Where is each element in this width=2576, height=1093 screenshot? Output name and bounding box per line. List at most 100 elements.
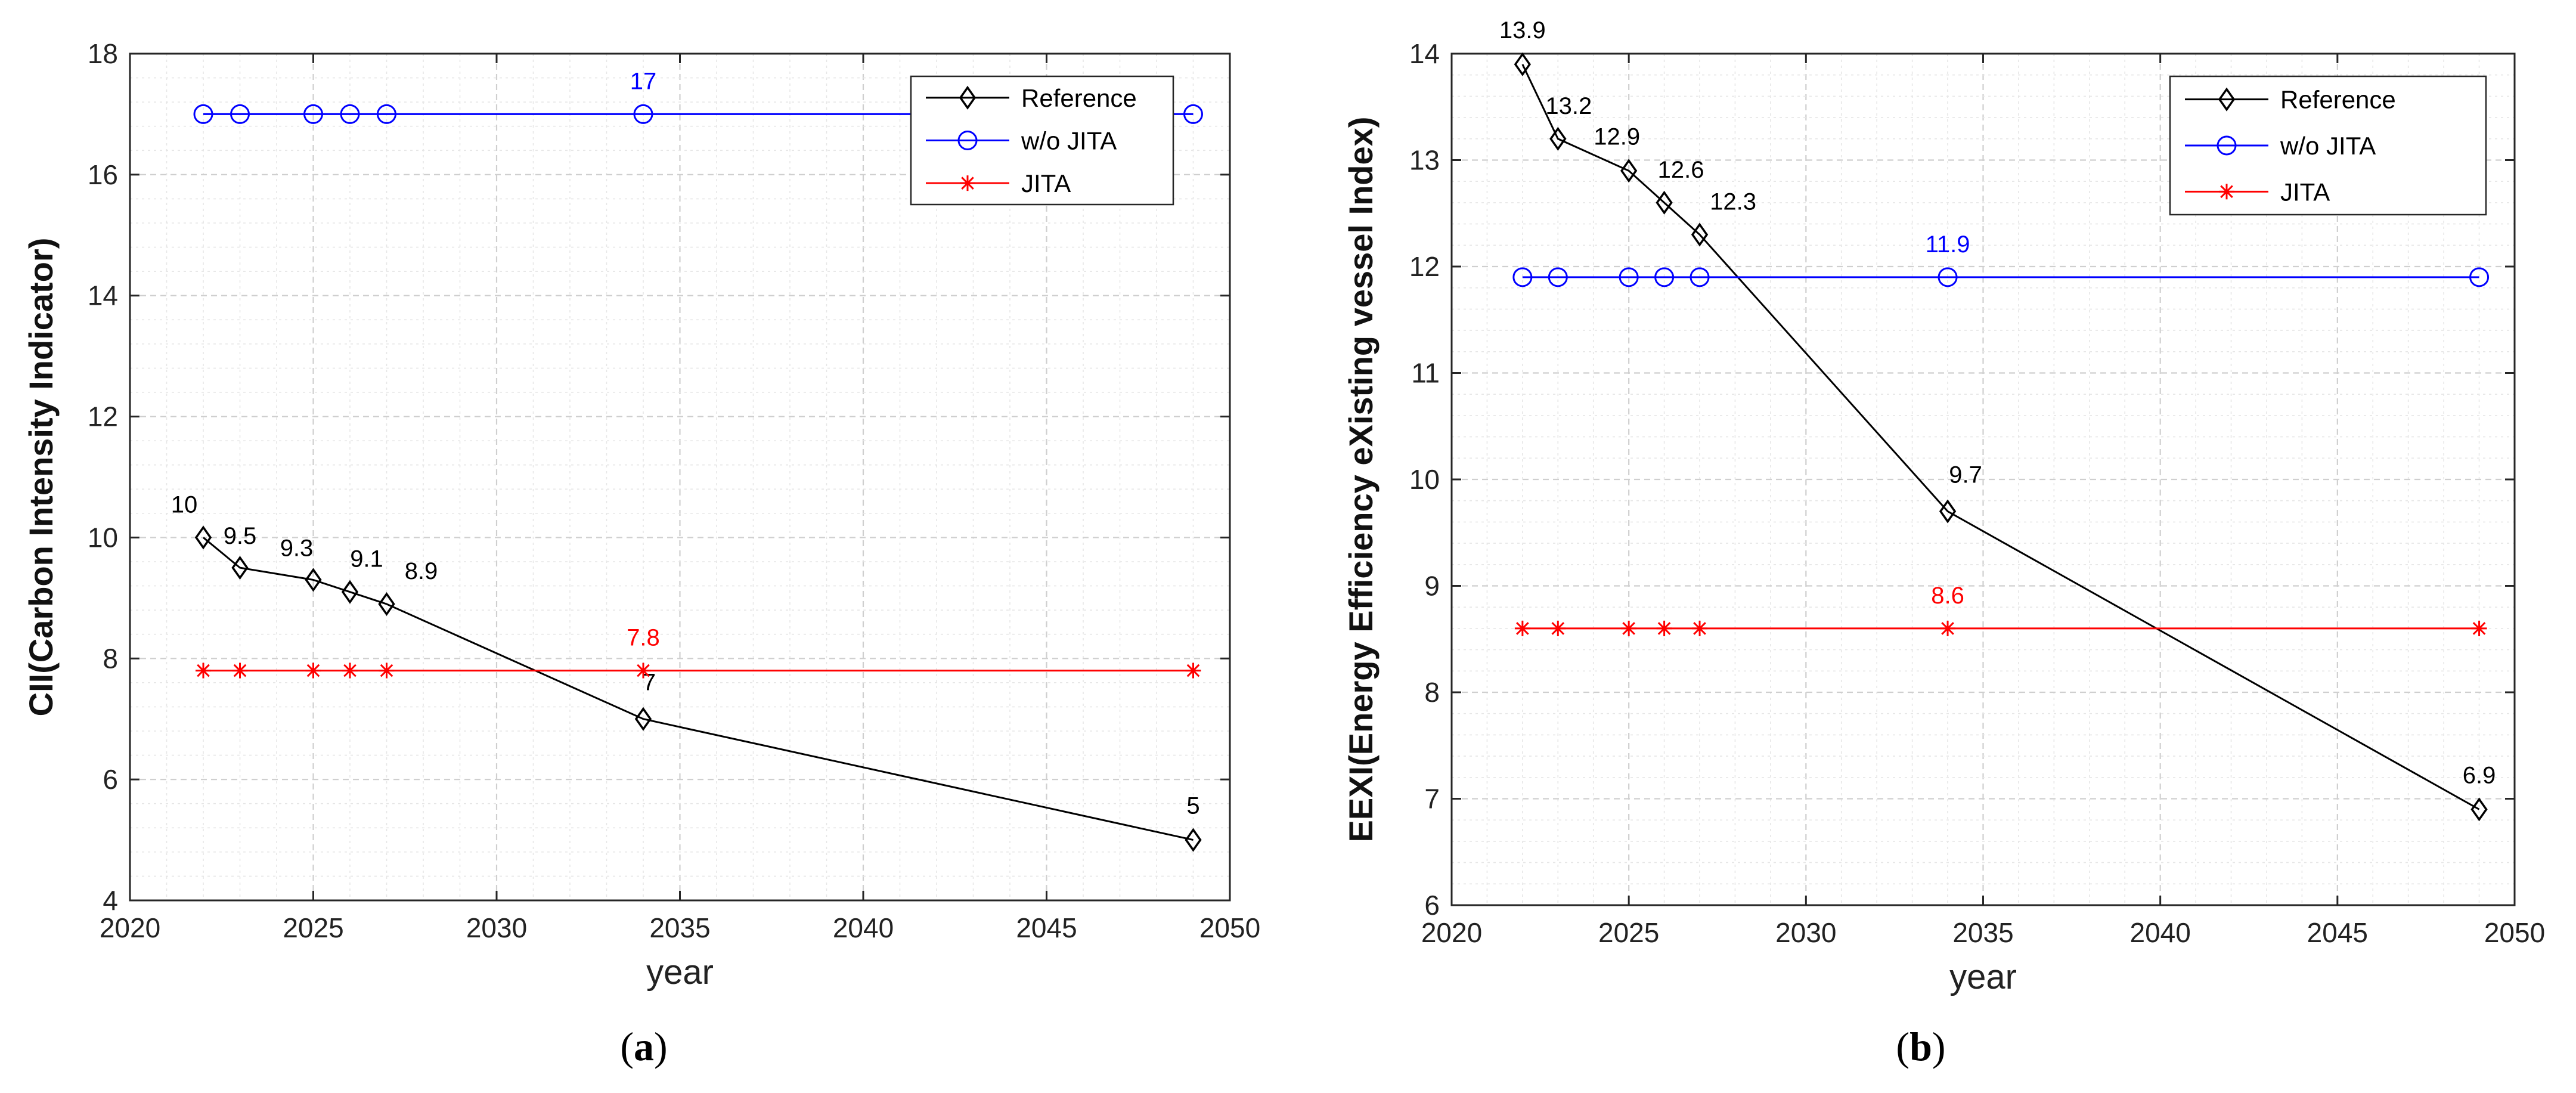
data-label: 13.9 [1499, 17, 1546, 44]
data-point-marker [1514, 620, 1530, 636]
data-point-marker [1550, 620, 1566, 636]
data-point-marker [342, 662, 358, 679]
x-tick-label: 2020 [100, 912, 160, 943]
series-reference: 13.9 13.212.9 12.612.3 9.7 6.9 [1499, 17, 2496, 822]
legend-marker [957, 131, 978, 150]
x-tick-label: 2045 [2307, 917, 2368, 948]
y-tick-label: 6 [103, 764, 118, 795]
legend-label: JITA [1021, 169, 1071, 197]
data-point-marker [1938, 267, 1958, 287]
legend-label: JITA [2280, 178, 2330, 206]
data-point-marker [1514, 52, 1532, 76]
x-axis-label: year [646, 953, 714, 992]
data-point-marker [1185, 662, 1201, 679]
asterisk-stroke [1693, 622, 1706, 635]
legend-marker [2218, 87, 2236, 112]
legend-label: w/o JITA [1021, 127, 1117, 155]
legend-item: JITA [2185, 178, 2330, 206]
data-point-marker [1656, 190, 1673, 215]
data-point-marker [1549, 126, 1567, 151]
data-point-marker [194, 525, 212, 550]
data-label: 9.1 [350, 546, 383, 572]
x-tick-label: 2035 [649, 912, 710, 943]
data-label: 9.7 [1949, 462, 1982, 488]
data-point-marker [2469, 267, 2490, 287]
caption-letter: a [634, 1024, 654, 1069]
data-point-marker [634, 707, 652, 731]
x-tick-label: 2025 [283, 912, 343, 943]
y-tick-label: 16 [88, 159, 118, 190]
data-label: 13.2 [1545, 93, 1592, 119]
legend-marker [960, 175, 975, 191]
data-annotation: 17 [630, 68, 657, 94]
series-line [203, 537, 1194, 841]
data-point-marker [1619, 267, 1639, 287]
asterisk-stroke [343, 664, 357, 677]
asterisk-stroke [197, 664, 210, 677]
data-point-marker [1939, 499, 1957, 524]
asterisk-stroke [1622, 622, 1635, 635]
asterisk-stroke [1551, 622, 1565, 635]
x-tick-label: 2035 [1952, 917, 2013, 948]
data-point-marker [1183, 104, 1203, 124]
series-jita: 7.8 [196, 625, 1201, 679]
data-point-marker [193, 104, 213, 124]
data-annotation: 8.6 [1931, 583, 1964, 609]
data-label: 12.6 [1658, 157, 1704, 183]
data-point-marker [232, 662, 248, 679]
y-tick-label: 7 [1424, 784, 1440, 815]
chart-panel-b: 2020 2025 2030 2035 2040 2045 2050 6 7 8 9 10 11 12 13… [1342, 17, 2545, 1069]
data-point-marker [1620, 159, 1638, 183]
y-tick-label: 18 [88, 38, 118, 69]
data-point-marker [1690, 267, 1710, 287]
data-point-marker [230, 104, 250, 124]
data-point-marker [1691, 222, 1709, 247]
legend-item: w/o JITA [926, 127, 1117, 155]
y-tick-label: 10 [1409, 464, 1440, 495]
data-point-marker [305, 568, 322, 592]
series-w-o-jita: 17 [193, 68, 1203, 124]
y-tick-label: 12 [1409, 251, 1440, 282]
x-axis-label: year [1949, 958, 2017, 996]
x-tick-label: 2040 [833, 912, 894, 943]
series-w-o-jita: 11.9 [1512, 231, 2490, 287]
legend-item: JITA [926, 169, 1071, 197]
data-label: 10 [171, 491, 198, 518]
legend-label: Reference [1021, 84, 1137, 112]
asterisk-stroke [233, 664, 247, 677]
asterisk-stroke [1516, 622, 1529, 635]
legend: Reference w/o JITA JITA [2169, 75, 2487, 216]
asterisk-stroke [961, 177, 974, 190]
data-point-marker [1621, 620, 1637, 636]
asterisk-stroke [2220, 185, 2233, 199]
series-line [1521, 64, 2480, 810]
y-tick-label: 8 [103, 643, 118, 674]
x-tick-label: 2050 [2484, 917, 2545, 948]
asterisk-stroke [1941, 622, 1954, 635]
chart-panel-a: 2020 2025 2030 2035 2040 2045 2050 4 6 8 10 12 14 16 1… [22, 38, 1260, 1069]
data-point-marker [340, 104, 360, 124]
data-label: 9.5 [224, 523, 257, 549]
y-tick-label: 10 [88, 522, 118, 553]
x-tick-label: 2050 [1199, 912, 1260, 943]
data-annotation: 11.9 [1926, 231, 1970, 258]
series-reference: 10 9.5 9.3 9.1 8.9 7 5 [171, 491, 1202, 852]
data-point-marker [1692, 620, 1708, 636]
asterisk-stroke [306, 664, 320, 677]
y-axis-label: EEXI(Energy Efficiency eXisting vessel I… [1342, 117, 1380, 843]
legend-item: w/o JITA [2185, 132, 2376, 160]
data-point-marker [2471, 620, 2487, 636]
data-point-marker [378, 592, 395, 617]
data-point-marker [196, 662, 211, 679]
y-tick-label: 6 [1424, 890, 1440, 921]
legend-item: Reference [2185, 86, 2396, 114]
data-point-marker [379, 662, 395, 679]
caption-letter: b [1909, 1024, 1932, 1069]
panel-caption: (b) [1896, 1024, 1945, 1069]
data-point-marker [377, 104, 396, 124]
y-tick-label: 14 [1409, 38, 1440, 69]
y-tick-label: 8 [1424, 677, 1440, 708]
legend: Reference w/o JITA JITA [910, 75, 1174, 206]
x-tick-label: 2025 [1598, 917, 1659, 948]
y-tick-label: 13 [1409, 145, 1440, 176]
